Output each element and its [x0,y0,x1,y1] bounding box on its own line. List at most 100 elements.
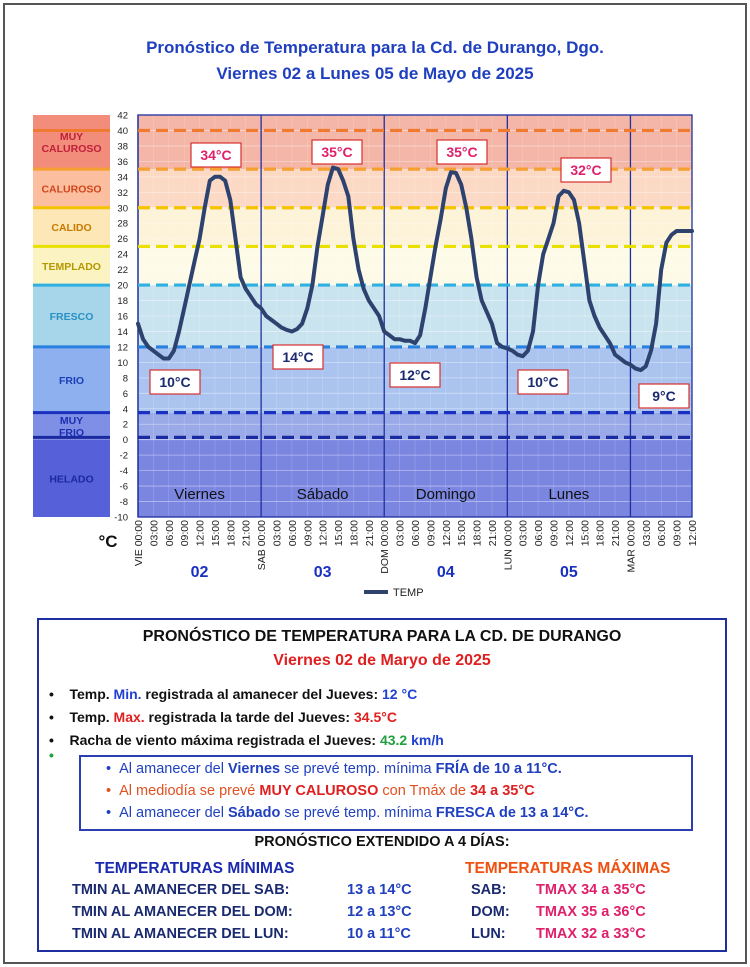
zone-label: FRIO [59,427,84,439]
zone-label: CALIDO [51,222,91,234]
y-tick-label: 36 [117,157,128,168]
zone-label: CALUROSO [41,183,101,195]
temp-series-line [136,165,694,373]
forecast-panel: PRONÓSTICO DE TEMPERATURA PARA LA CD. DE… [37,618,727,952]
annotation-label: 35°C [446,144,477,160]
annotation-label: 12°C [399,367,430,383]
obs-max-line: • Temp. Max. registrada la tarde del Jue… [49,709,397,725]
x-tick-label: 06:00 [164,520,176,546]
day-number: 02 [191,564,209,581]
zone-label-cell [33,285,110,347]
y-tick-label: 26 [117,234,128,245]
min-label-sab: TMIN AL AMANECER DEL SAB: [72,882,290,898]
y-tick-label: -6 [120,482,128,493]
y-tick-label: -4 [120,466,128,477]
zone-label-cell [33,115,110,170]
annotation-box [149,369,201,395]
x-tick-label: 03:00 [641,520,653,546]
min-label-lun: TMIN AL AMANECER DEL LUN: [72,926,289,942]
unit-label: °C [98,532,117,551]
max-value-dom: TMAX 35 a 36°C [536,904,646,920]
y-tick-label: 10 [117,358,128,369]
panel-subtitle: Viernes 02 de Maryo de 2025 [273,652,491,669]
max-day-dom: DOM: [471,904,510,920]
y-tick-label: -8 [120,497,128,508]
x-tick-label: 21:00 [364,520,376,546]
max-value-sab: TMAX 34 a 35°C [536,882,646,898]
x-tick-label: 09:00 [425,520,437,546]
page-subtitle: Viernes 02 a Lunes 05 de Mayo de 2025 [216,64,534,83]
panel-title: PRONÓSTICO DE TEMPERATURA PARA LA CD. DE… [142,628,622,645]
annotation-box [517,369,569,395]
zone-label: MUY [60,415,83,427]
y-tick-label: 24 [117,250,128,261]
forecast-box: • Al amanecer del Viernes se prevé temp.… [79,755,693,831]
annotation-label: 10°C [527,374,558,390]
plot-border [137,114,693,518]
bullet: • [49,686,70,702]
x-tick-label: 21:00 [610,520,622,546]
x-tick-label: 06:00 [287,520,299,546]
zone-band [138,412,692,440]
x-tick-label: MAR 00:00 [625,520,637,573]
annotation-box [311,139,363,165]
x-tick-label: 12:00 [318,520,330,546]
forecast-line-1: • Al amanecer del Viernes se prevé temp.… [106,761,562,777]
max-day-lun: LUN: [471,926,506,942]
x-tick-label: 03:00 [148,520,160,546]
day-name: Lunes [548,486,589,503]
x-tick-label: 15:00 [210,520,222,546]
zone-band [138,439,692,517]
x-tick-label: 09:00 [549,520,561,546]
x-tick-label: 18:00 [348,520,360,546]
min-value-sab: 13 a 14°C [347,882,412,898]
x-tick-label: 18:00 [225,520,237,546]
day-name: Viernes [174,486,225,503]
green-bullet: • [49,747,54,763]
temperature-chart: MUYCALUROSOCALUROSOCALIDOTEMPLADOFRESCOF… [33,111,699,599]
y-tick-label: 14 [117,327,128,338]
zone-label-cell [33,246,110,286]
max-day-sab: SAB: [471,882,507,898]
x-tick-label: DOM 00:00 [379,520,391,574]
x-tick-label: 06:00 [656,520,668,546]
y-tick-label: 30 [117,203,128,214]
y-tick-label: 12 [117,342,128,353]
annotation-label: 9°C [652,388,676,404]
annotation-label: 34°C [200,147,231,163]
annotation-box [638,383,690,409]
x-tick-label: 21:00 [487,520,499,546]
zone-band [138,246,692,286]
zone-label-cell [33,207,110,247]
x-tick-label: 18:00 [472,520,484,546]
annotation-label: 14°C [282,349,313,365]
y-tick-label: 20 [117,281,128,292]
annotation-box [436,139,488,165]
day-number: 04 [437,564,455,581]
x-tick-label: 15:00 [456,520,468,546]
zone-label-cell [33,412,110,440]
zone-label-cell [33,169,110,208]
x-tick-label: 12:00 [687,520,699,546]
y-tick-label: 6 [123,389,128,400]
zone-label-cell [33,346,110,413]
max-value-lun: TMAX 32 a 33°C [536,926,646,942]
x-tick-label: 12:00 [195,520,207,546]
outer-frame [3,3,747,964]
annotation-label: 32°C [570,162,601,178]
bullet: • [49,709,70,725]
y-tick-label: 0 [123,435,128,446]
x-tick-label: 15:00 [579,520,591,546]
zone-band [138,285,692,347]
day-number: 05 [560,564,578,581]
y-tick-label: 42 [117,111,128,122]
y-tick-label: 2 [123,420,128,431]
annotation-box [190,142,242,168]
x-tick-label: 03:00 [518,520,530,546]
legend-label: TEMP [393,587,424,599]
x-tick-label: 03:00 [395,520,407,546]
x-tick-label: 06:00 [533,520,545,546]
y-tick-label: 16 [117,312,128,323]
zone-label: FRESCO [50,311,94,323]
y-tick-label: 28 [117,219,128,230]
